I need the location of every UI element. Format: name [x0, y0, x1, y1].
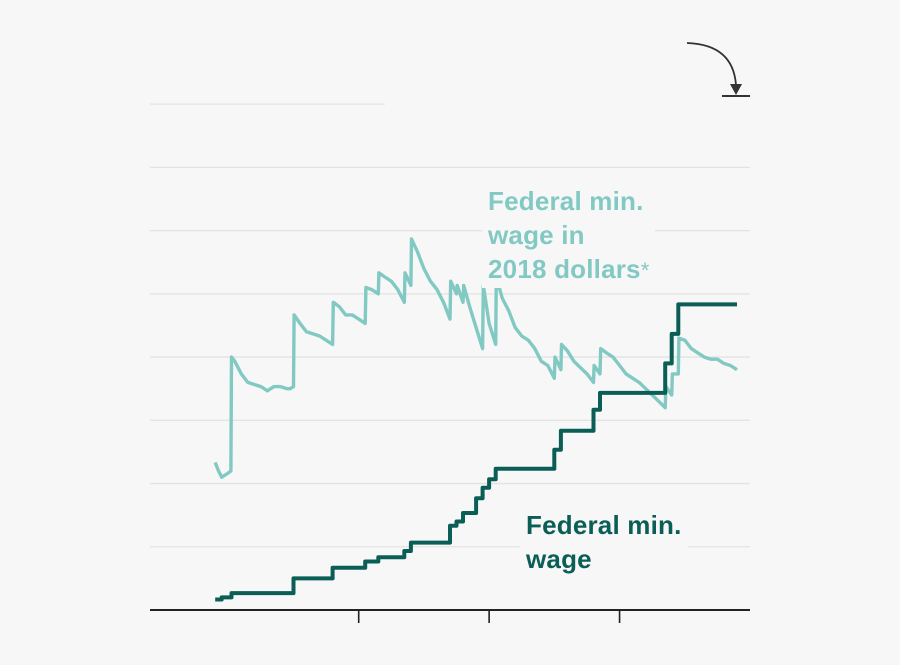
label-nominal-line-2: wage — [526, 544, 592, 574]
label-real-line-1: Federal min. — [488, 186, 644, 216]
label-real-line-3-text: 2018 dollars — [488, 254, 641, 284]
series-line-real — [213, 237, 738, 479]
arrow-head — [730, 84, 742, 95]
x-axis — [150, 609, 750, 623]
label-nominal-wage: Federal min. wage — [520, 508, 688, 576]
label-nominal-line-1: Federal min. — [526, 510, 682, 540]
label-real-line-3: 2018 dollars* — [488, 252, 649, 288]
asterisk-marker: * — [640, 258, 650, 283]
label-real-line-2: wage in — [488, 220, 585, 250]
gridlines — [150, 103, 750, 548]
label-real-wage: Federal min. wage in 2018 dollars* — [482, 184, 656, 288]
annotation-arrow — [686, 42, 750, 97]
arrow-curve — [686, 42, 737, 86]
series-line-nominal — [215, 302, 737, 602]
series-lines — [213, 237, 738, 602]
